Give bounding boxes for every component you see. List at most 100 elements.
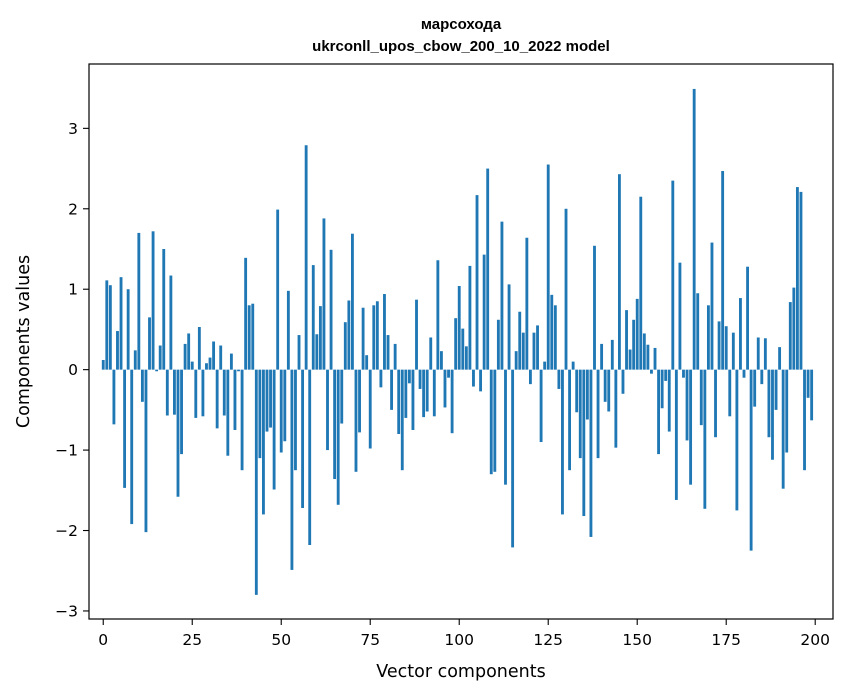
bar (692, 88, 696, 370)
bar (678, 262, 682, 370)
bar (543, 361, 547, 370)
bar (671, 180, 675, 370)
bar (774, 369, 778, 410)
bar (507, 284, 511, 370)
bar (411, 369, 415, 430)
bar (372, 305, 376, 370)
bar (760, 369, 764, 385)
x-tick-label: 200 (800, 631, 830, 649)
bar (158, 345, 162, 370)
bar (105, 280, 109, 370)
bar (706, 305, 710, 370)
bar (123, 369, 127, 488)
bar (714, 369, 717, 438)
chart-title: марсохода (421, 16, 502, 33)
bar (219, 345, 223, 370)
bar (254, 369, 258, 595)
bar (397, 369, 401, 434)
bar (803, 369, 806, 471)
bar (454, 318, 458, 370)
x-axis-label: Vector components (376, 662, 545, 682)
bar (710, 242, 714, 370)
bar (386, 335, 390, 370)
bar (148, 317, 151, 370)
bar (521, 332, 525, 370)
bar (347, 300, 351, 370)
x-tick-label: 25 (182, 631, 202, 649)
bar (194, 369, 198, 418)
bar (212, 341, 216, 370)
y-tick-label: −2 (55, 522, 78, 540)
bar (440, 351, 443, 370)
bar (383, 294, 386, 370)
bar (137, 232, 141, 370)
bar (197, 327, 201, 370)
bar (240, 369, 244, 471)
bar (571, 361, 575, 370)
bar (731, 332, 735, 370)
bar (262, 369, 265, 515)
bar (457, 286, 461, 370)
bar (493, 369, 497, 472)
y-tick-label: 0 (68, 361, 78, 379)
bar (112, 369, 116, 425)
bar (415, 299, 418, 370)
bar (763, 338, 767, 370)
bar (180, 369, 183, 455)
bar (496, 319, 500, 370)
bar (229, 353, 233, 370)
bar (315, 334, 319, 370)
bar (635, 298, 639, 370)
bar (482, 254, 486, 370)
bar (144, 369, 148, 533)
bar (799, 191, 803, 370)
bar (404, 369, 408, 418)
bar (165, 369, 169, 416)
bar (518, 311, 522, 370)
bar (589, 369, 593, 537)
bar (628, 349, 632, 370)
bar (550, 294, 554, 370)
y-tick-label: 3 (68, 120, 78, 138)
bar (450, 369, 454, 434)
bar (788, 302, 792, 370)
y-tick-label: 1 (68, 281, 78, 299)
y-axis-label: Components values (14, 255, 34, 428)
x-axis-ticks: 0 25 50 75 100 125 150 175 200 (98, 619, 830, 649)
bar (126, 289, 130, 370)
bar (739, 298, 742, 370)
bar (561, 369, 564, 515)
bar (322, 218, 326, 370)
bar (393, 343, 397, 370)
bar (504, 369, 507, 485)
bar (500, 221, 504, 370)
x-tick-label: 175 (711, 631, 741, 649)
bar (575, 369, 579, 413)
bar (557, 369, 561, 389)
bar (632, 319, 636, 370)
bar (269, 369, 272, 428)
bar (614, 369, 618, 448)
bar (173, 369, 176, 415)
bar (603, 369, 607, 402)
bar (785, 369, 789, 453)
bar (422, 369, 426, 418)
bar (265, 369, 269, 432)
bar (205, 363, 208, 370)
bar (343, 322, 347, 370)
bar (425, 369, 429, 412)
y-axis-ticks: −3 −2 −1 0 1 2 3 (55, 120, 89, 620)
bar (767, 369, 771, 438)
bar (208, 357, 212, 370)
bar (311, 265, 315, 370)
bar (667, 369, 671, 432)
bar (318, 306, 322, 370)
bar (443, 369, 447, 408)
bar (336, 369, 340, 505)
bar (653, 347, 657, 370)
bar (169, 275, 173, 370)
x-tick-label: 125 (533, 631, 563, 649)
bar (703, 369, 707, 509)
bar (368, 369, 372, 449)
bar (432, 369, 436, 417)
